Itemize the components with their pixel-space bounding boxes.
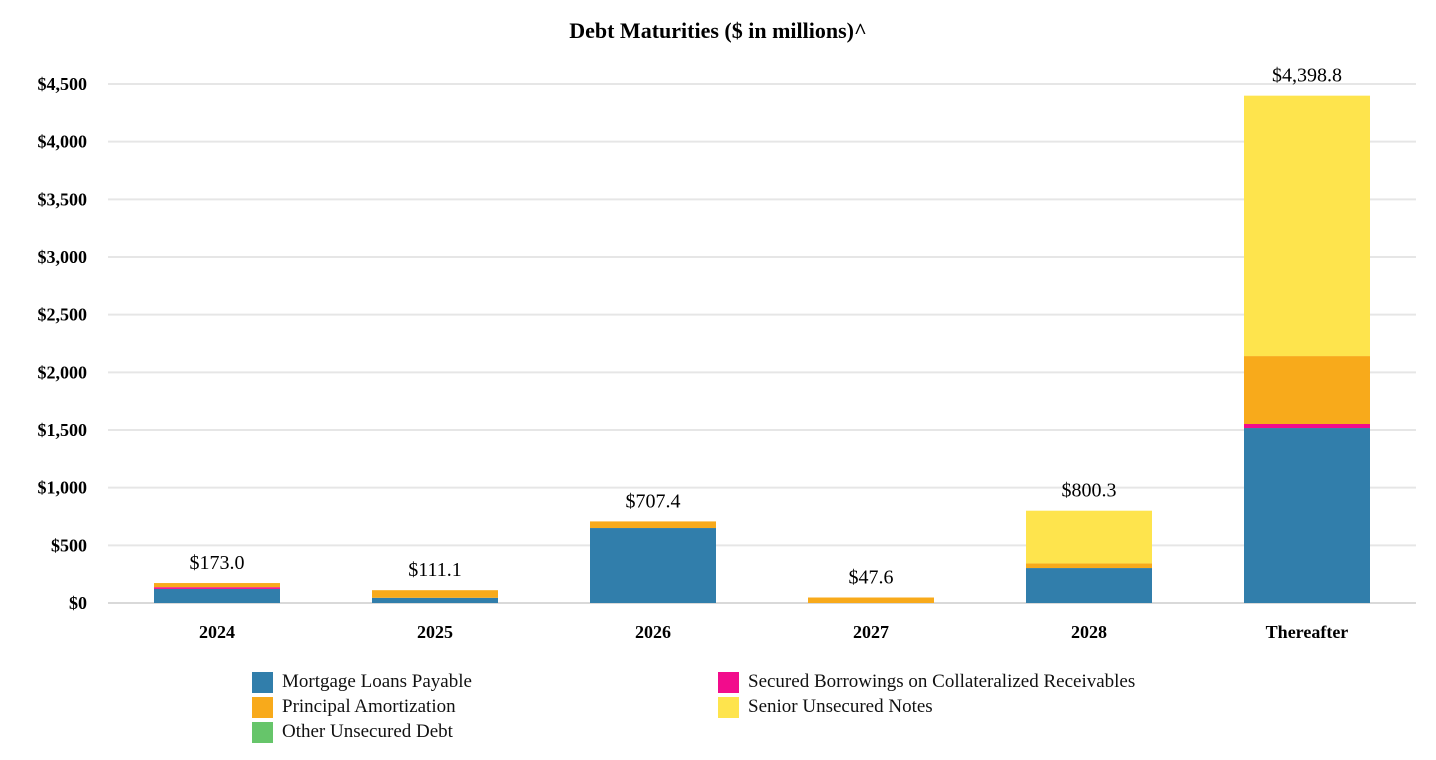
bar-segment [1026,568,1152,603]
x-tick-label: 2027 [853,622,889,642]
bar-segment [590,528,716,603]
bar-segment [1244,424,1370,429]
legend-item: Principal Amortization [252,695,718,719]
chart-title: Debt Maturities ($ in millions)^ [569,18,867,43]
y-tick-label: $3,500 [38,189,88,209]
legend-item: Senior Unsecured Notes [718,695,1218,719]
legend-label: Other Unsecured Debt [282,721,453,742]
data-label: $111.1 [408,559,462,581]
y-tick-label: $2,500 [38,305,88,325]
legend-swatch [718,671,739,693]
y-tick-label: $4,500 [38,74,88,94]
legend-swatch [252,696,273,718]
bar-segment [154,583,280,588]
legend-label: Mortgage Loans Payable [282,671,472,692]
y-tick-label: $500 [51,535,87,555]
data-label: $707.4 [626,490,681,512]
bar-segment [1244,428,1370,603]
y-tick-label: $1,000 [38,478,88,498]
legend-swatch [252,721,273,743]
chart-svg: Debt Maturities ($ in millions)^ $0 $500 $… [38,18,1416,642]
y-tick-label: $3,000 [38,247,88,267]
y-tick-label: $2,000 [38,362,88,382]
legend-item: Other Unsecured Debt [252,720,718,744]
bar-segment [590,521,716,529]
bar-segment [1244,356,1370,425]
y-tick-label: $4,000 [38,132,88,152]
data-label: $4,398.8 [1272,65,1342,87]
legend-swatch [718,696,739,718]
data-label: $800.3 [1062,480,1117,502]
x-tick-label: 2025 [417,622,453,642]
legend-label: Secured Borrowings on Collateralized Rec… [748,671,1136,692]
legend-label: Principal Amortization [282,696,456,717]
x-tick-label: Thereafter [1266,622,1349,642]
bar-segment [154,588,280,603]
x-tick-label: 2024 [199,622,235,642]
bar-segment [1026,563,1152,569]
legend-item: Mortgage Loans Payable [252,670,718,694]
y-tick-label: $0 [69,593,87,613]
x-tick-label: 2028 [1071,622,1107,642]
legend-swatch [252,671,273,693]
y-tick-label: $1,500 [38,420,88,440]
bar-segment [1026,510,1152,564]
bar-segment [808,597,934,603]
legend-item: Secured Borrowings on Collateralized Rec… [718,670,1218,694]
data-label: $173.0 [190,552,245,574]
bar-segment [1244,95,1370,357]
legend-label: Senior Unsecured Notes [748,696,933,717]
x-tick-label: 2026 [635,622,671,642]
data-label: $47.6 [849,567,894,589]
legend: Mortgage Loans Payable Secured Borrowings… [252,670,1252,744]
bar-segment [154,587,280,589]
bar-segment [372,590,498,598]
bar-segment [372,597,498,603]
